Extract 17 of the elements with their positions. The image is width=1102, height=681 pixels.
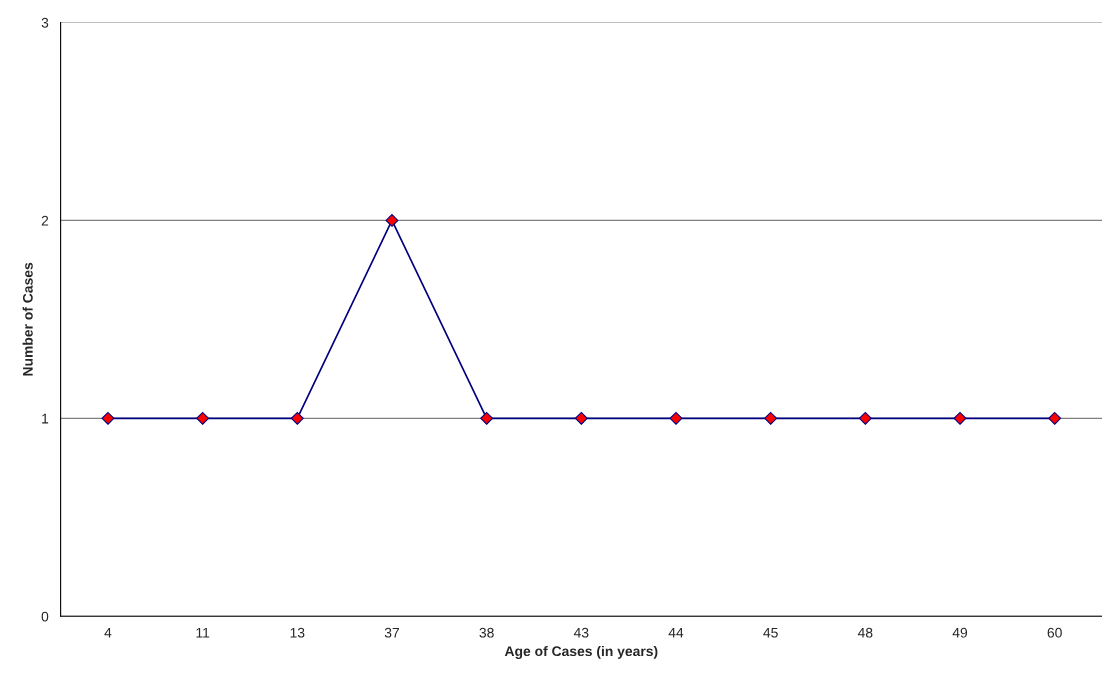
y-tick-label: 2 (41, 215, 49, 226)
x-tick-label: 13 (290, 627, 305, 638)
y-tick-label: 1 (42, 413, 49, 424)
x-tick-label: 60 (1047, 627, 1062, 638)
x-tick-label: 37 (384, 627, 399, 638)
x-axis-title: Age of Cases (in years) (504, 645, 658, 659)
x-tick-label: 45 (763, 627, 778, 638)
x-tick-label: 44 (668, 627, 684, 638)
y-tick-label: 0 (41, 611, 49, 622)
x-tick-label: 43 (573, 627, 589, 638)
y-axis-title: Number of Cases (22, 262, 33, 376)
y-tick-label: 3 (41, 17, 49, 28)
x-tick-label: 49 (952, 627, 968, 638)
x-tick-label: 4 (104, 627, 112, 638)
x-tick-label: 38 (479, 627, 494, 638)
x-tick-label: 11 (196, 627, 210, 638)
x-tick-label: 48 (857, 627, 873, 638)
